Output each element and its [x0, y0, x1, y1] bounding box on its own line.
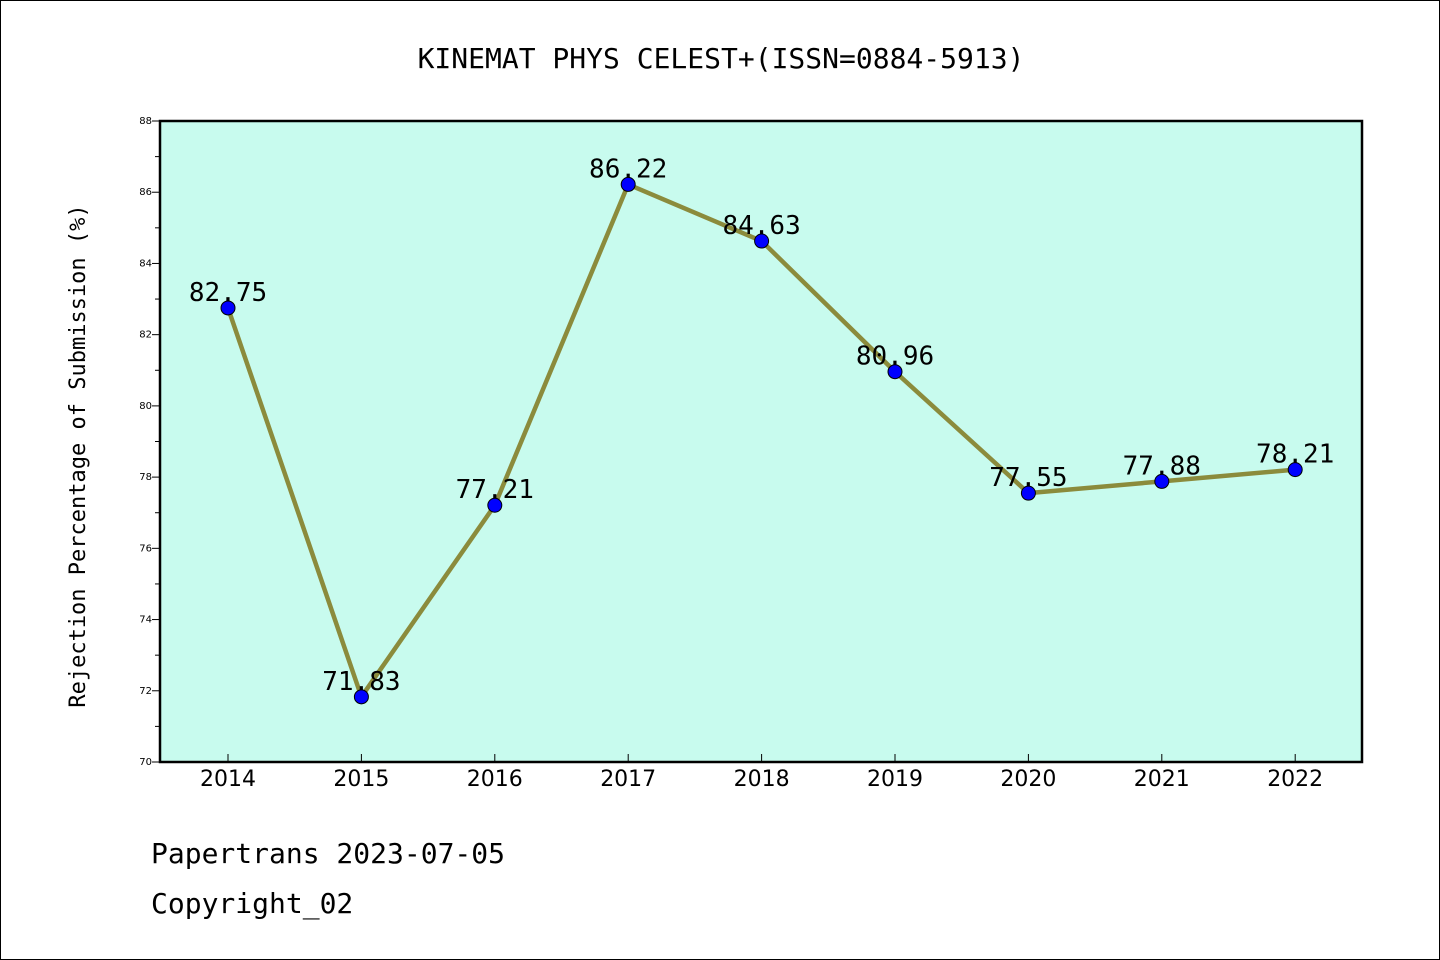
x-tick-label: 2018 — [734, 767, 790, 792]
data-value-label: 77.21 — [456, 475, 534, 505]
data-value-label: 77.88 — [1123, 451, 1201, 481]
y-axis-label: Rejection Percentage of Submission (%) — [66, 204, 91, 707]
y-tick-label: 82 — [139, 330, 152, 341]
y-tick-label: 74 — [139, 615, 152, 626]
x-axis: 2014 2015 2016 2017 2018 2019 2020 2021 2022 — [200, 754, 1323, 792]
footer-copyright-text: Copyright_02 — [151, 887, 354, 920]
y-tick-label: 84 — [139, 258, 152, 269]
x-tick-label: 2021 — [1134, 767, 1190, 792]
data-point-marker — [220, 300, 236, 316]
data-value-label: 86.22 — [589, 154, 667, 184]
y-tick-label: 70 — [139, 757, 152, 768]
data-point-marker — [353, 689, 369, 705]
data-value-label: 71.83 — [322, 667, 400, 697]
x-tick-label: 2016 — [467, 767, 523, 792]
x-tick-label: 2014 — [200, 767, 256, 792]
y-tick-label: 76 — [139, 543, 152, 554]
data-point-marker — [887, 364, 903, 380]
x-tick-label: 2019 — [867, 767, 923, 792]
data-value-label: 80.96 — [856, 342, 934, 372]
data-value-label: 77.55 — [989, 463, 1067, 493]
data-point-marker — [487, 497, 503, 513]
y-tick-label: 72 — [139, 686, 152, 697]
y-tick-label: 80 — [139, 401, 152, 412]
data-point-marker — [754, 233, 770, 249]
data-value-label: 82.75 — [189, 278, 267, 308]
data-labels: 82.75 71.83 77.21 86.22 84.63 80.96 77.55 77.88… — [189, 154, 1334, 696]
data-point-marker — [1020, 485, 1036, 501]
footer-date-text: Papertrans 2023-07-05 — [151, 837, 506, 870]
y-tick-label: 86 — [139, 187, 152, 198]
x-tick-label: 2017 — [600, 767, 656, 792]
plot-area — [158, 119, 1364, 764]
data-value-label: 78.21 — [1256, 440, 1334, 470]
x-tick-label: 2015 — [333, 767, 389, 792]
data-point-marker — [1154, 473, 1170, 489]
y-tick-label: 88 — [139, 116, 152, 127]
data-points — [220, 176, 1303, 705]
y-axis: 70 72 74 76 78 80 82 84 86 88 — [139, 116, 160, 768]
data-value-label: 84.63 — [722, 211, 800, 241]
x-tick-label: 2020 — [1000, 767, 1056, 792]
x-tick-label: 2022 — [1267, 767, 1323, 792]
data-point-marker — [1287, 462, 1303, 478]
chart-title: KINEMAT PHYS CELEST+(ISSN=0884-5913) — [418, 42, 1025, 75]
data-point-marker — [620, 176, 636, 192]
y-tick-label: 78 — [139, 472, 152, 483]
